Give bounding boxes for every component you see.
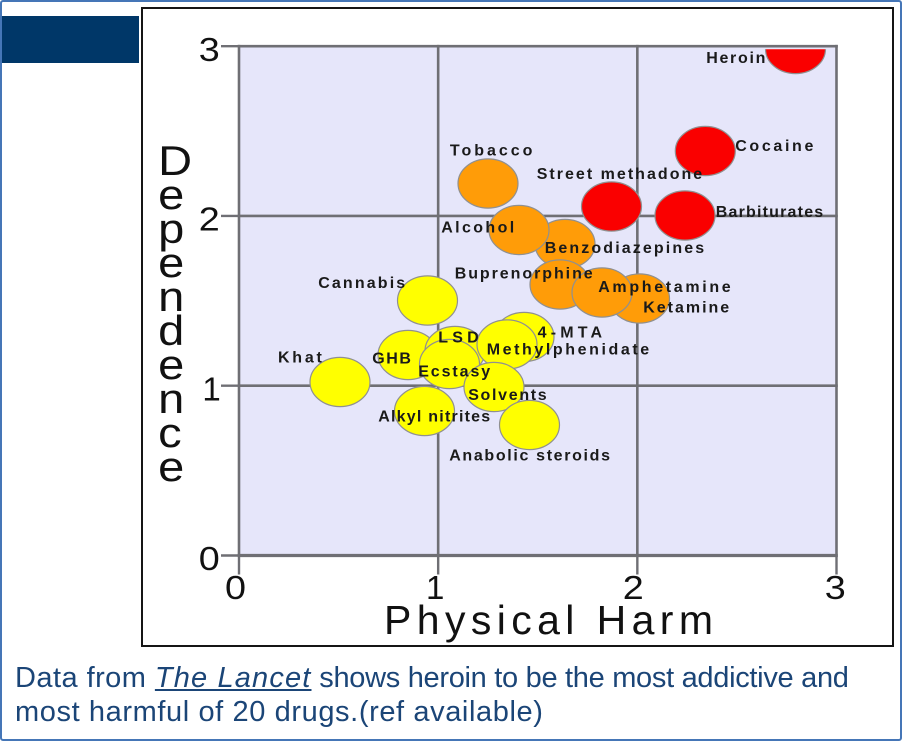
svg-text:Ketamine: Ketamine bbox=[643, 300, 729, 317]
svg-text:Benzodiazepines: Benzodiazepines bbox=[545, 240, 705, 257]
svg-text:Physical Harm: Physical Harm bbox=[384, 597, 713, 643]
svg-text:2: 2 bbox=[623, 569, 644, 606]
svg-text:p: p bbox=[158, 206, 184, 252]
svg-text:Methylphenidate: Methylphenidate bbox=[487, 342, 650, 359]
svg-text:Heroin: Heroin bbox=[706, 50, 765, 67]
svg-text:Cannabis: Cannabis bbox=[318, 275, 405, 292]
svg-text:Ecstasy: Ecstasy bbox=[418, 364, 490, 381]
svg-text:0: 0 bbox=[225, 569, 246, 606]
svg-text:GHB: GHB bbox=[372, 351, 411, 368]
svg-text:1: 1 bbox=[202, 370, 220, 407]
svg-text:n: n bbox=[158, 274, 184, 320]
svg-text:Barbiturates: Barbiturates bbox=[716, 204, 824, 221]
svg-text:e: e bbox=[158, 342, 184, 388]
svg-text:n: n bbox=[158, 376, 184, 422]
svg-text:Tobacco: Tobacco bbox=[450, 143, 533, 160]
svg-text:0: 0 bbox=[199, 540, 220, 577]
svg-text:Cocaine: Cocaine bbox=[735, 138, 813, 155]
svg-text:e: e bbox=[158, 172, 184, 218]
svg-text:2: 2 bbox=[199, 201, 220, 238]
svg-text:Alcohol: Alcohol bbox=[441, 220, 514, 237]
svg-text:Anabolic steroids: Anabolic steroids bbox=[449, 448, 610, 465]
svg-text:1: 1 bbox=[426, 569, 444, 606]
svg-text:d: d bbox=[158, 308, 184, 354]
svg-text:Street methadone: Street methadone bbox=[537, 166, 703, 183]
svg-text:D: D bbox=[158, 138, 192, 184]
svg-text:Khat: Khat bbox=[278, 350, 322, 367]
svg-text:4-MTA: 4-MTA bbox=[538, 325, 603, 342]
svg-text:Buprenorphine: Buprenorphine bbox=[455, 266, 593, 283]
svg-text:3: 3 bbox=[825, 569, 846, 606]
svg-text:3: 3 bbox=[199, 31, 220, 68]
svg-text:Alkyl nitrites: Alkyl nitrites bbox=[378, 409, 490, 426]
svg-text:e: e bbox=[158, 240, 184, 286]
svg-text:e: e bbox=[158, 444, 184, 490]
svg-text:c: c bbox=[158, 410, 182, 456]
svg-text:LSD: LSD bbox=[438, 330, 479, 347]
